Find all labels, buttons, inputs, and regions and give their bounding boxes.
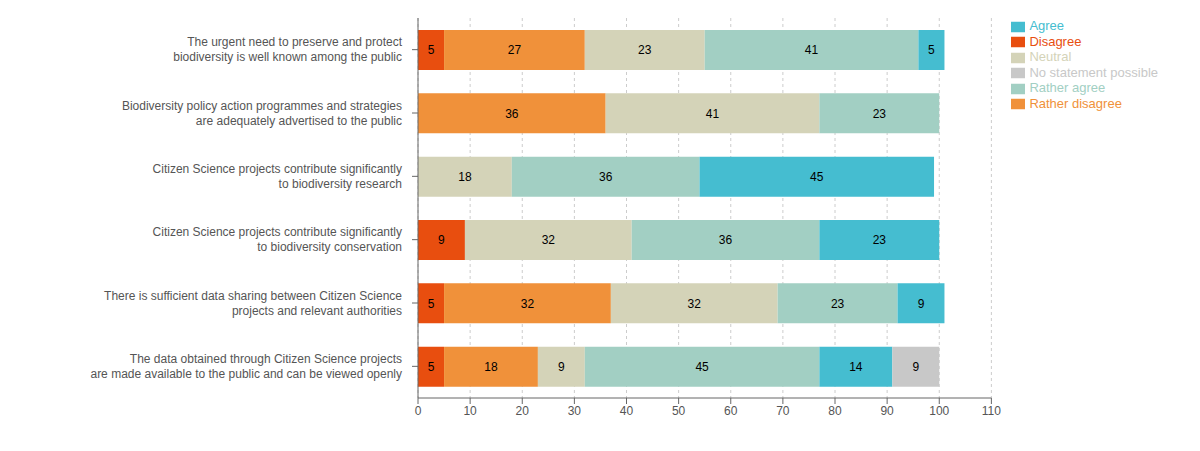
html-text:Disagree: Disagree <box>1029 33 1082 49</box>
svg-text:Citizen Science projects contr: Citizen Science projects contribute sign… <box>153 225 402 254</box>
html-text:Rather agree: Rather agree <box>1029 80 1106 96</box>
html-text:Neutral: Neutral <box>1029 49 1072 65</box>
svg-text:27: 27 <box>508 43 522 57</box>
svg-text:5: 5 <box>428 43 435 57</box>
svg-text:9: 9 <box>912 360 919 374</box>
svg-text:The urgent need to preserve an: The urgent need to preserve and protectb… <box>173 35 402 64</box>
svg-text:32: 32 <box>688 297 702 311</box>
svg-text:36: 36 <box>599 170 613 184</box>
svg-text:0: 0 <box>415 404 422 418</box>
svg-text:23: 23 <box>873 107 887 121</box>
svg-text:70: 70 <box>776 404 790 418</box>
svg-text:60: 60 <box>724 404 738 418</box>
svg-text:23: 23 <box>831 297 845 311</box>
svg-text:36: 36 <box>505 107 519 121</box>
svg-text:5: 5 <box>928 43 935 57</box>
svg-text:9: 9 <box>438 233 445 247</box>
svg-text:50: 50 <box>672 404 686 418</box>
svg-text:20: 20 <box>516 404 530 418</box>
svg-text:32: 32 <box>542 233 556 247</box>
html-text:Rather disagree: Rather disagree <box>1029 95 1122 111</box>
svg-text:Citizen Science projects contr: Citizen Science projects contribute sign… <box>153 162 402 191</box>
svg-text:110: 110 <box>982 404 1001 418</box>
svg-text:45: 45 <box>695 360 709 374</box>
svg-text:9: 9 <box>918 297 925 311</box>
svg-text:100: 100 <box>929 404 949 418</box>
svg-text:5: 5 <box>428 360 435 374</box>
html-text:No statement possible: No statement possible <box>1029 64 1158 80</box>
svg-text:14: 14 <box>849 360 863 374</box>
svg-text:18: 18 <box>458 170 472 184</box>
svg-text:23: 23 <box>638 43 652 57</box>
svg-text:The data obtained through Citi: The data obtained through Citizen Scienc… <box>90 352 402 381</box>
svg-text:36: 36 <box>719 233 733 247</box>
svg-text:41: 41 <box>706 107 720 121</box>
svg-text:80: 80 <box>828 404 842 418</box>
svg-text:Biodiversity policy action pro: Biodiversity policy action programmes an… <box>122 99 402 128</box>
svg-text:18: 18 <box>484 360 498 374</box>
svg-text:23: 23 <box>873 233 887 247</box>
html-text:Agree: Agree <box>1029 18 1065 33</box>
svg-text:10: 10 <box>463 404 477 418</box>
svg-text:30: 30 <box>568 404 582 418</box>
svg-text:9: 9 <box>558 360 565 374</box>
svg-text:40: 40 <box>620 404 634 418</box>
svg-text:45: 45 <box>810 170 824 184</box>
svg-text:There is sufficient data shari: There is sufficient data sharing between… <box>104 289 402 318</box>
svg-text:32: 32 <box>521 297 535 311</box>
svg-text:41: 41 <box>805 43 819 57</box>
svg-text:90: 90 <box>880 404 894 418</box>
svg-text:5: 5 <box>428 297 435 311</box>
